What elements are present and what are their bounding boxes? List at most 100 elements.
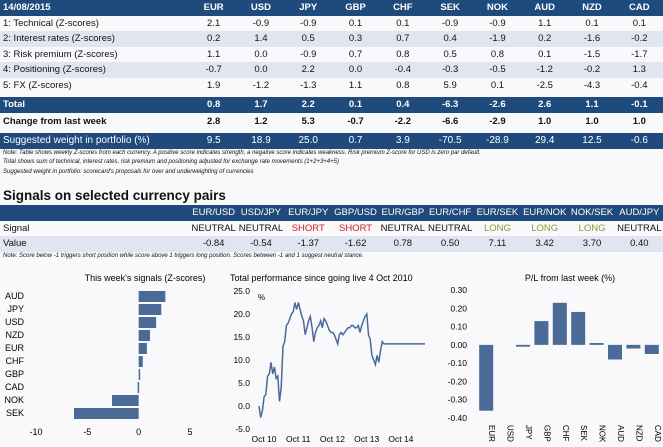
signals-note: Note: Score below -1 triggers short posi… xyxy=(3,252,364,259)
category-label: AUD xyxy=(5,291,25,301)
chart-title: This week's signals (Z-scores) xyxy=(85,273,206,283)
signals-title: Signals on selected currency pairs xyxy=(3,188,226,203)
category-label: GBP xyxy=(542,425,551,442)
currency-header: USD xyxy=(250,2,271,14)
y-tick-label: -0.20 xyxy=(448,376,468,386)
score-cell: 0.4 xyxy=(443,33,457,45)
currency-header: CAD xyxy=(629,2,650,14)
score-cell: 0.3 xyxy=(348,33,363,45)
score-cell: -0.7 xyxy=(205,64,222,76)
signal-value-cell: -0.84 xyxy=(202,238,225,250)
pl-bar-chart: P/L from last week (%) 0.30 0.20 0.10 0.00 -0… xyxy=(448,273,662,443)
signal-value-cell: -1.62 xyxy=(344,238,367,250)
score-cell: 2.2 xyxy=(301,64,315,76)
score-cell: 0.5 xyxy=(301,33,315,45)
signal-value-cell: 3.70 xyxy=(582,238,602,250)
score-cell: 0.0 xyxy=(254,64,268,76)
score-cell: -1.6 xyxy=(583,33,601,45)
score-cell: 1.4 xyxy=(254,33,268,45)
total-cell: 0.1 xyxy=(348,99,363,111)
x-tick-label: 0 xyxy=(136,427,141,437)
total-cell: 1.7 xyxy=(254,99,268,111)
total-cell: -0.1 xyxy=(631,99,648,111)
bar xyxy=(138,317,157,328)
total-cell: 2.2 xyxy=(301,99,315,111)
signal-value-cell: 0.50 xyxy=(440,238,460,250)
performance-line-chart: Total performance since going live 4 Oct… xyxy=(230,273,425,444)
score-cell: 0.1 xyxy=(490,79,505,91)
change-row: Change from last week 2.8 1.2 5.3 -0.7 -2.2 -6… xyxy=(0,112,663,130)
score-cell: 2.1 xyxy=(207,17,221,29)
score-row: 1: Technical (Z-scores) 2.1 -0.9 -0.9 0.1 0.1… xyxy=(0,15,663,31)
pair-cell: EUR/CHF xyxy=(429,207,472,219)
category-label: USD xyxy=(506,425,515,442)
signal-cell: NEUTRAL xyxy=(380,222,425,234)
currency-header: AUD xyxy=(534,2,556,14)
currency-header: NZD xyxy=(582,2,602,14)
total-cell: -2.6 xyxy=(489,99,506,111)
weight-cell: -70.5 xyxy=(438,135,462,146)
score-cell: 0.7 xyxy=(348,48,363,60)
score-cell: 0.8 xyxy=(490,48,505,60)
y-tick-label: 0.0 xyxy=(238,401,250,411)
y-tick-label: -5.0 xyxy=(235,424,250,434)
score-cell: -0.4 xyxy=(394,64,412,76)
score-cell: 0.1 xyxy=(396,17,410,29)
score-label: 2: Interest rates (Z-scores) xyxy=(3,33,115,45)
note-text: Total shows sum of technical, interest r… xyxy=(3,159,339,165)
category-label: JPY xyxy=(524,425,533,440)
x-tick-label: Oct 12 xyxy=(320,434,345,444)
total-label: Total xyxy=(3,99,25,111)
signal-value-cell: 7.11 xyxy=(488,238,507,250)
score-cell: -4.3 xyxy=(583,79,601,91)
scorecard-table: 14/08/2015 EUR USD JPY GBP CHF SEK NOK A… xyxy=(0,0,663,177)
signal-cell: SHORT xyxy=(291,222,325,234)
currency-header: JPY xyxy=(299,2,318,14)
score-cell: -0.4 xyxy=(631,79,648,91)
bar xyxy=(111,395,139,406)
signal-cell: NEUTRAL xyxy=(427,222,473,234)
signal-label: Signal xyxy=(3,222,30,234)
total-cell: 0.4 xyxy=(396,99,410,111)
y-unit-label: % xyxy=(258,293,265,302)
y-tick-label: 5.0 xyxy=(238,378,250,388)
currency-header: CHF xyxy=(393,2,413,14)
score-cell: -0.9 xyxy=(489,17,506,29)
performance-line xyxy=(258,302,425,418)
x-tick-label: Oct 14 xyxy=(388,434,413,444)
score-cell: -1.2 xyxy=(536,64,553,76)
weight-cell: 12.5 xyxy=(582,135,602,146)
score-cell: 0.7 xyxy=(396,33,410,45)
signals-bar-chart: This week's signals (Z-scores) AUD JPY USD N… xyxy=(4,273,206,437)
change-cell: 2.8 xyxy=(207,115,221,127)
score-cell: 1.1 xyxy=(207,48,221,60)
score-cell: -0.9 xyxy=(252,17,270,29)
bar xyxy=(73,408,139,419)
score-cell: 0.0 xyxy=(254,48,268,60)
total-cell: 1.1 xyxy=(585,99,599,111)
category-label: GBP xyxy=(5,369,24,379)
value-row: Value -0.84 -0.54 -1.37 -1.62 0.78 0.50 7.11 3.4… xyxy=(0,236,663,252)
pair-cell: EUR/NOK xyxy=(523,207,567,219)
y-tick-label: 0.00 xyxy=(450,340,467,350)
score-cell: -0.9 xyxy=(441,17,459,29)
pair-cell: EUR/GBP xyxy=(381,207,425,219)
score-cell: -1.2 xyxy=(252,79,270,91)
pair-cell: AUD/JPY xyxy=(619,207,660,219)
pairs-header-row: EUR/USD USD/JPY EUR/JPY GBP/USD EUR/GBP EUR/C… xyxy=(0,205,663,221)
signal-cell: LONG xyxy=(531,222,559,234)
bar xyxy=(571,311,586,345)
category-label: SEK xyxy=(6,408,24,418)
score-cell: -0.3 xyxy=(441,64,459,76)
note-text: Note: Table shows weekly Z-scores from e… xyxy=(3,149,481,156)
pair-cell: EUR/JPY xyxy=(288,207,329,219)
total-cell: 2.6 xyxy=(538,99,552,111)
score-row: 4: Positioning (Z-scores) -0.7 0.0 2.2 0.0 -0… xyxy=(0,62,663,78)
signal-cell: NEUTRAL xyxy=(191,222,236,234)
currency-header: GBP xyxy=(345,2,366,14)
change-cell: 5.3 xyxy=(301,115,315,127)
score-cell: -0.5 xyxy=(489,64,506,76)
score-cell: 0.0 xyxy=(348,64,363,76)
category-label: NOK xyxy=(4,395,24,405)
change-cell: 1.0 xyxy=(585,115,599,127)
